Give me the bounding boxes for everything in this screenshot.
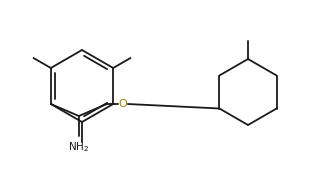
- Text: NH$_2$: NH$_2$: [68, 140, 89, 154]
- Text: O: O: [118, 99, 127, 109]
